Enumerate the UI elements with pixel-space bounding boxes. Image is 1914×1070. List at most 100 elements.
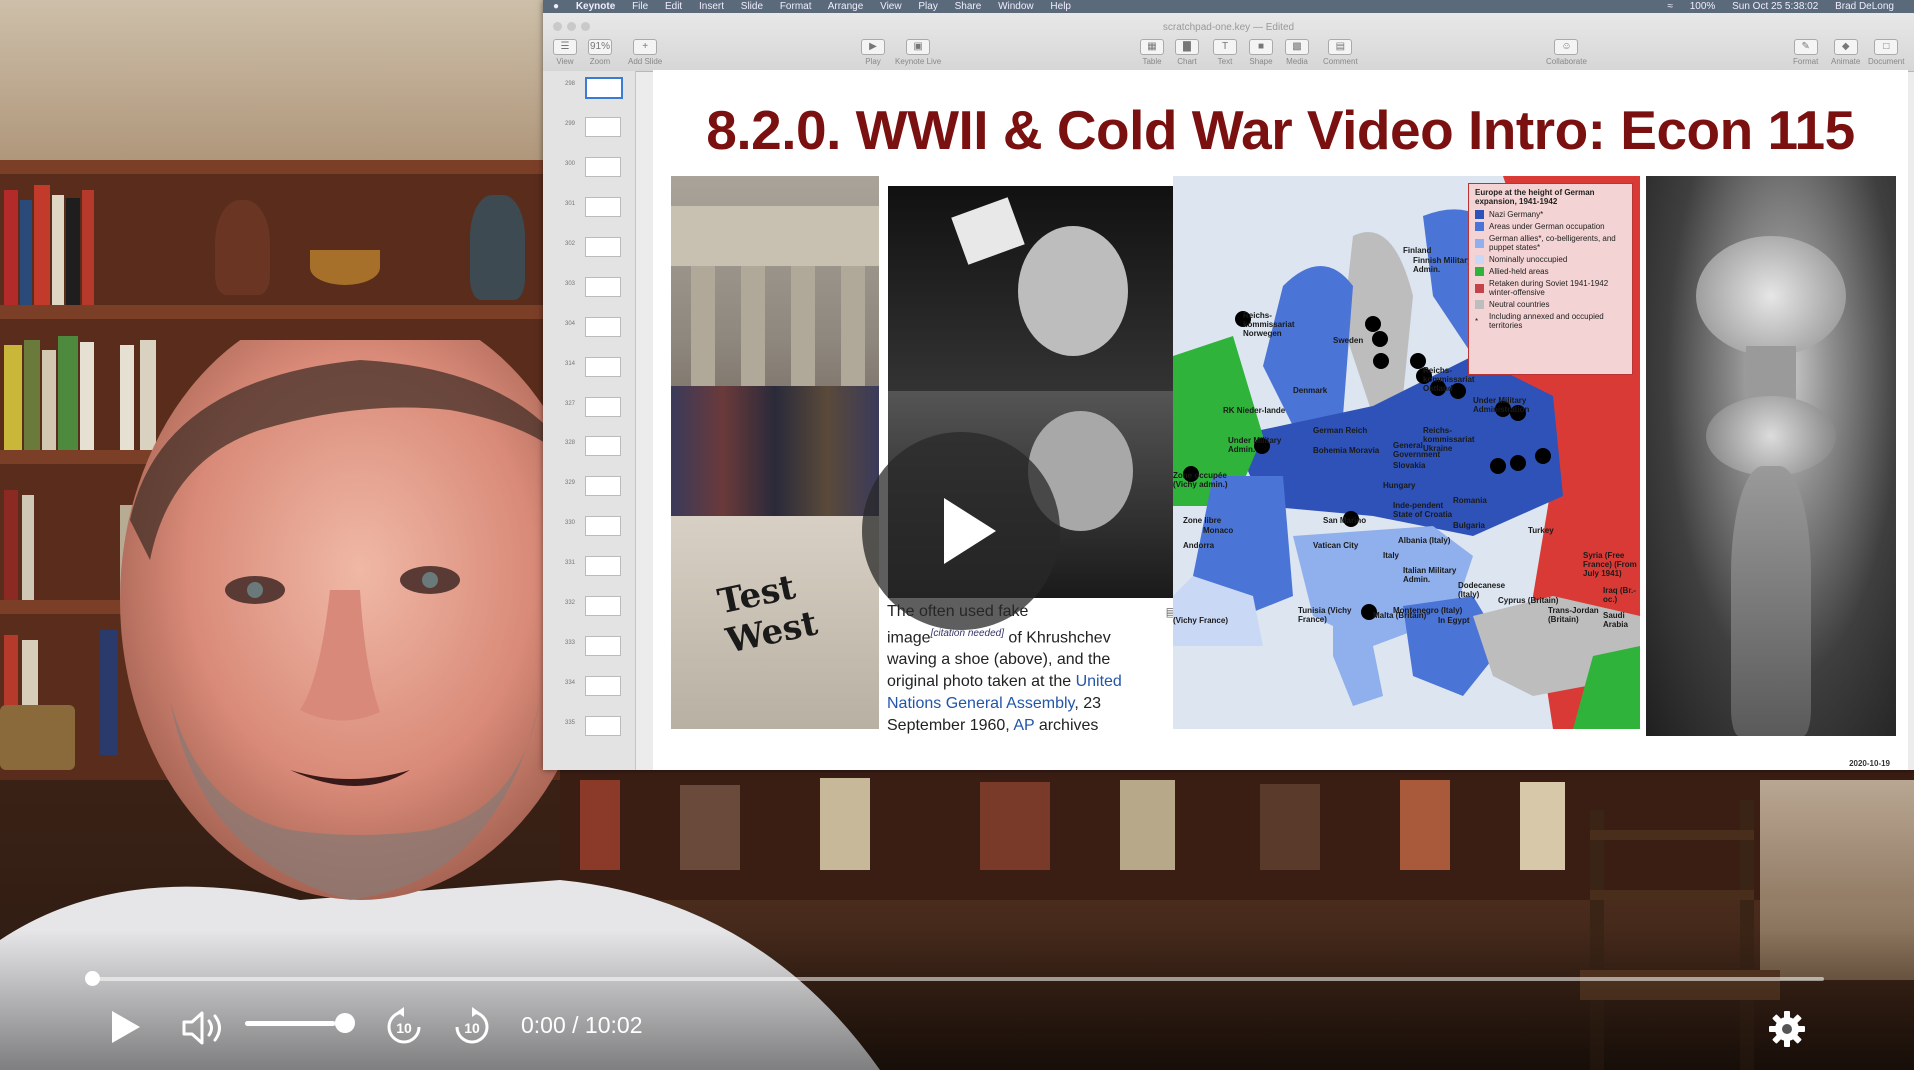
slide-thumbnail[interactable]: 301 — [553, 196, 633, 217]
slide-number: 298 — [565, 81, 576, 87]
link-united-nations[interactable]: United — [1075, 673, 1122, 691]
collaborate-button[interactable]: ☺ Collaborate — [1546, 39, 1587, 66]
comment-button[interactable]: ▤ Comment — [1323, 39, 1358, 66]
slide-thumbnail-image — [585, 196, 621, 217]
document-icon: □ — [1874, 39, 1899, 55]
slide-thumbnail[interactable]: 334 — [553, 676, 633, 697]
play-button[interactable] — [108, 1008, 142, 1046]
citation-needed-link[interactable]: [citation needed] — [930, 628, 1004, 639]
zoom-button[interactable]: 91% Zoom — [588, 39, 612, 66]
map-region-label: Montenegro (Italy) — [1393, 606, 1463, 615]
skip-forward-10-button[interactable]: 10 — [452, 1007, 492, 1047]
slide-thumbnail[interactable]: 328 — [553, 436, 633, 457]
table-button[interactable]: ▦ Table — [1140, 39, 1164, 66]
chart-button[interactable]: ▇ Chart — [1175, 39, 1199, 66]
battery-status[interactable]: 100% — [1689, 1, 1716, 12]
volume-slider[interactable] — [245, 1021, 345, 1026]
slide-thumbnail[interactable]: 303 — [553, 276, 633, 297]
legend-item: Nazi Germany* — [1475, 210, 1626, 219]
media-icon: ▩ — [1285, 39, 1309, 55]
skip-back-10-button[interactable]: 10 — [384, 1007, 424, 1047]
menu-share[interactable]: Share — [954, 1, 982, 12]
expand-icon[interactable]: ▤ — [1165, 605, 1177, 619]
slide-canvas[interactable]: 8.2.0. WWII & Cold War Video Intro: Econ… — [653, 70, 1908, 770]
zoom-window-button[interactable] — [581, 22, 590, 31]
format-button[interactable]: ✎ Format — [1793, 39, 1819, 66]
legend-swatch — [1475, 267, 1484, 276]
slide-thumbnail[interactable]: 332 — [553, 596, 633, 617]
slide-thumbnail[interactable]: 335 — [553, 716, 633, 737]
map-region-label: RK Nieder-lande — [1223, 406, 1286, 415]
view-button[interactable]: ☰ View — [553, 39, 577, 66]
map-region-label: Trans-Jordan (Britain) — [1548, 606, 1599, 624]
shape-button[interactable]: ■ Shape — [1249, 39, 1273, 66]
volume-icon[interactable] — [180, 1008, 230, 1048]
minimize-window-button[interactable] — [567, 22, 576, 31]
slide-thumbnail[interactable]: 304 — [553, 316, 633, 337]
menu-play[interactable]: Play — [918, 1, 938, 12]
keynote-toolbar: scratchpad-one.key — Edited ☰ View 91% Zoo… — [543, 13, 1914, 72]
text-button[interactable]: T Text — [1213, 39, 1237, 66]
map-legend: Europe at the height of German expansion… — [1468, 183, 1633, 375]
view-icon: ☰ — [553, 39, 577, 55]
map-region-label: General Government — [1393, 441, 1441, 459]
slide-thumbnail[interactable]: 333 — [553, 636, 633, 657]
slide-thumbnail-image — [585, 156, 621, 177]
legend-item: Allied-held areas — [1475, 267, 1626, 276]
map-region-label: Reichs-kommissariat Norwegen — [1243, 311, 1295, 338]
animate-button[interactable]: ◆ Animate — [1831, 39, 1861, 66]
progress-scrubber[interactable] — [85, 971, 100, 986]
slide-thumbnail[interactable]: 298 — [553, 77, 633, 99]
map-shapes — [1173, 176, 1640, 729]
progress-bar[interactable] — [92, 977, 1824, 981]
add-slide-button[interactable]: + Add Slide — [628, 39, 663, 66]
menu-arrange[interactable]: Arrange — [827, 1, 864, 12]
apple-icon[interactable]: ● — [553, 1, 560, 12]
map-region-label: Monaco — [1203, 526, 1234, 535]
menu-edit[interactable]: Edit — [664, 1, 683, 12]
slide-thumbnail[interactable]: 331 — [553, 556, 633, 577]
map-region-label: Italian Military Admin. — [1403, 566, 1457, 584]
slide-thumbnail[interactable]: 299 — [553, 116, 633, 137]
map-region-label: Under Military Administration — [1473, 396, 1530, 414]
slide-thumbnail[interactable]: 302 — [553, 236, 633, 257]
slide-number: 330 — [565, 520, 576, 527]
map-region-label: Dodecanese (Italy) — [1458, 581, 1506, 599]
menu-insert[interactable]: Insert — [698, 1, 724, 12]
settings-gear-icon[interactable] — [1767, 1009, 1807, 1049]
menu-file[interactable]: File — [632, 1, 649, 12]
slide-number: 329 — [565, 480, 576, 487]
map-region-label: (Vichy France) — [1173, 616, 1228, 625]
slide-number: 334 — [565, 680, 576, 687]
document-button[interactable]: □ Document — [1868, 39, 1905, 66]
legend-label: Neutral countries — [1489, 300, 1550, 309]
legend-swatch — [1475, 255, 1484, 264]
slide-thumbnail-image — [585, 77, 623, 99]
legend-label: Allied-held areas — [1489, 267, 1549, 276]
menu-window[interactable]: Window — [998, 1, 1034, 12]
keynote-live-button[interactable]: ▣ Keynote Live — [895, 39, 942, 66]
menu-format[interactable]: Format — [779, 1, 812, 12]
slide-thumbnail[interactable]: 330 — [553, 516, 633, 537]
wifi-icon[interactable]: ≈ — [1667, 1, 1673, 12]
media-button[interactable]: ▩ Media — [1285, 39, 1309, 66]
slide-thumbnail[interactable]: 327 — [553, 396, 633, 417]
menu-slide[interactable]: Slide — [740, 1, 764, 12]
mushroom-cloud-photo — [1646, 176, 1896, 736]
legend-item: German allies*, co-belligerents, and pup… — [1475, 234, 1626, 252]
link-ap[interactable]: AP — [1013, 717, 1035, 735]
menu-view[interactable]: View — [880, 1, 902, 12]
menu-app[interactable]: Keynote — [575, 1, 616, 12]
menu-help[interactable]: Help — [1050, 1, 1071, 12]
menubar-clock[interactable]: Sun Oct 25 5:38:02 — [1732, 1, 1819, 12]
slide-thumbnail[interactable]: 314 — [553, 356, 633, 377]
big-play-button[interactable] — [862, 432, 1060, 630]
volume-knob[interactable] — [335, 1013, 355, 1033]
menubar-user[interactable]: Brad DeLong — [1835, 1, 1894, 12]
close-window-button[interactable] — [553, 22, 562, 31]
slide-thumbnail[interactable]: 329 — [553, 476, 633, 497]
play-slideshow-button[interactable]: ▶ Play — [861, 39, 885, 66]
slide-thumbnail-image — [585, 396, 621, 417]
link-general-assembly[interactable]: Nations General Assembly — [887, 695, 1075, 713]
slide-thumbnail[interactable]: 300 — [553, 156, 633, 177]
